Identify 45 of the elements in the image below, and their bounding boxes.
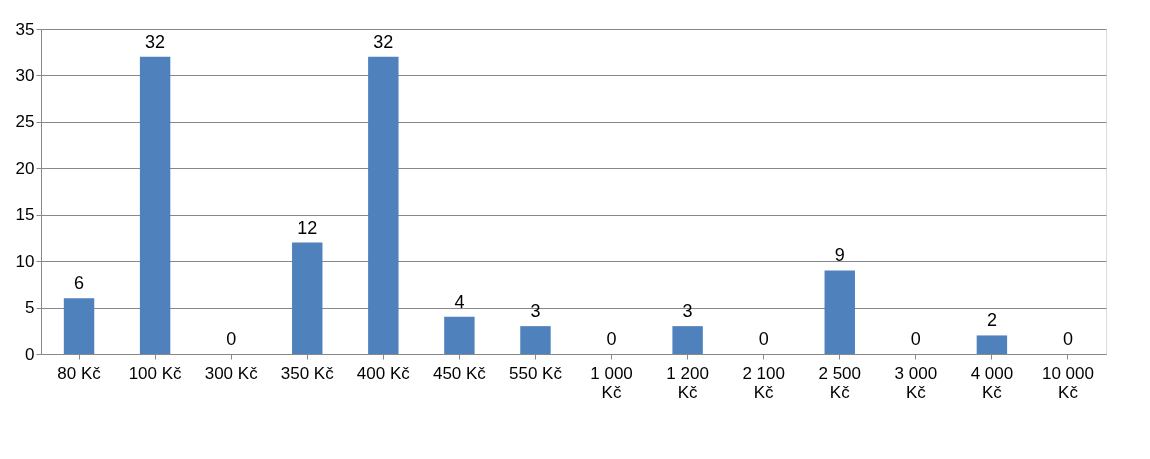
- x-tick-label: 10 000 Kč: [1041, 363, 1094, 402]
- x-tick-label: 1 200 Kč: [666, 363, 709, 402]
- y-tick-label: 5: [25, 298, 35, 318]
- x-tick-label: 80 Kč: [57, 363, 102, 383]
- data-label: 32: [145, 31, 166, 52]
- bar: [824, 270, 855, 354]
- data-label: 6: [74, 273, 85, 294]
- data-label: 12: [297, 217, 318, 238]
- x-tick-label: 350 Kč: [280, 363, 335, 383]
- x-tick-label: 2 500 Kč: [818, 363, 862, 402]
- y-tick-label: 15: [15, 205, 35, 225]
- bar: [672, 326, 703, 354]
- x-tick-label: 400 Kč: [356, 363, 411, 383]
- data-label: 0: [1062, 329, 1073, 349]
- x-tick-label: 2 100 Kč: [742, 363, 785, 402]
- y-tick-label: 10: [15, 251, 35, 271]
- data-label: 2: [986, 310, 997, 331]
- data-label: 0: [758, 329, 769, 349]
- data-label: 9: [834, 245, 845, 266]
- bar: [63, 298, 95, 354]
- y-tick-label: 30: [15, 65, 35, 85]
- data-label: 0: [226, 329, 237, 349]
- data-label: 0: [606, 329, 617, 349]
- x-tick-label: 450 Kč: [432, 363, 487, 383]
- bar: [520, 326, 551, 354]
- bar: [292, 242, 323, 354]
- x-tick-label: 100 Kč: [128, 363, 183, 383]
- y-tick-label: 0: [25, 344, 35, 364]
- x-tick-label: 1 000 Kč: [590, 363, 633, 402]
- data-label: 3: [530, 301, 541, 322]
- data-label: 32: [373, 31, 394, 52]
- bar: [139, 56, 171, 354]
- x-tick-label: 3 000 Kč: [894, 363, 938, 402]
- x-tick-label: 300 Kč: [204, 363, 259, 383]
- data-label: 4: [454, 291, 465, 312]
- bar: [976, 335, 1008, 354]
- bar: [368, 56, 399, 354]
- y-tick-label: 20: [15, 158, 35, 178]
- data-label: 0: [910, 329, 921, 349]
- bar: [444, 316, 475, 354]
- y-tick-label: 25: [15, 112, 35, 132]
- y-tick-label: 35: [15, 19, 35, 39]
- x-tick-label: 4 000 Kč: [970, 363, 1014, 402]
- x-tick-label: 550 Kč: [509, 363, 563, 383]
- data-label: 3: [682, 301, 693, 322]
